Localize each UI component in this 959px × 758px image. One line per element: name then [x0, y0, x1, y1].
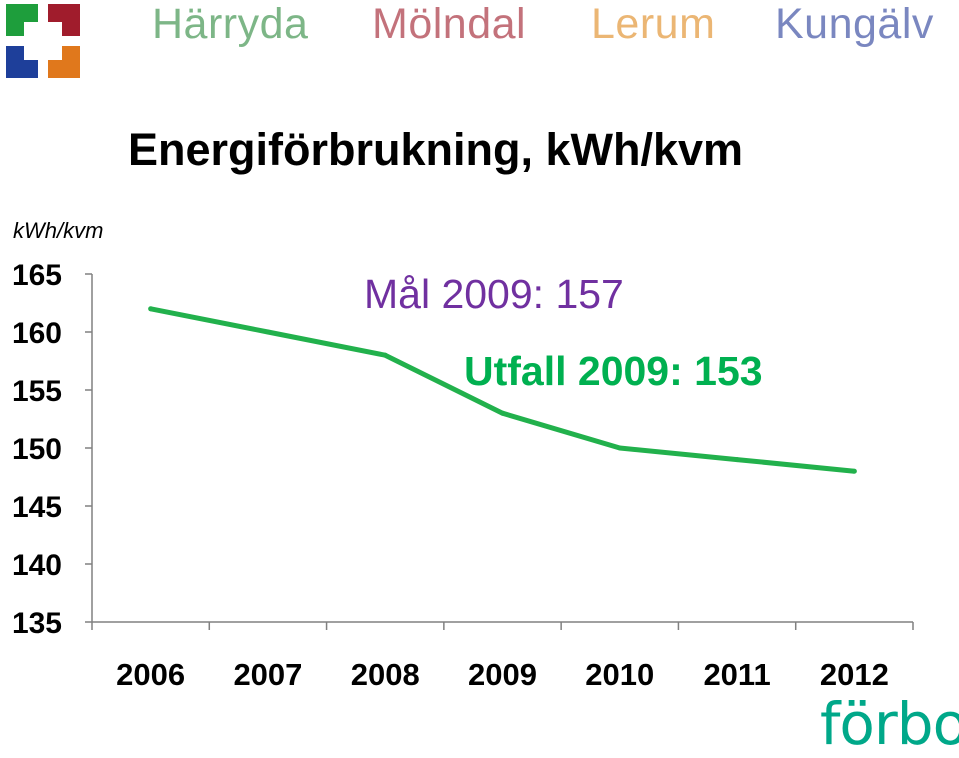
forbo-logo: förbo	[820, 690, 959, 758]
data-point	[148, 306, 154, 312]
x-tick-label: 2006	[116, 657, 185, 692]
data-point	[382, 352, 388, 358]
x-tick-label: 2010	[585, 657, 654, 692]
annotation-target: Mål 2009: 157	[364, 271, 624, 317]
x-tick-label: 2007	[233, 657, 302, 692]
y-tick-label: 135	[12, 607, 62, 640]
y-tick-label: 150	[12, 433, 62, 466]
data-point	[851, 468, 857, 474]
data-point	[500, 410, 505, 416]
data-point	[617, 445, 623, 451]
y-tick-label: 160	[12, 317, 62, 350]
x-tick-label: 2011	[703, 657, 770, 692]
municipality-kungalv: Kungälv	[775, 0, 934, 48]
municipality-harryda: Härryda	[152, 0, 309, 48]
municipality-lerum: Lerum	[591, 0, 716, 48]
logo-icon	[6, 4, 80, 78]
annotation-actual: Utfall 2009: 153	[464, 348, 763, 394]
y-axis-label: kWh/kvm	[13, 218, 104, 243]
municipality-molndal: Mölndal	[372, 0, 527, 48]
x-tick-label: 2008	[351, 657, 420, 692]
data-point	[265, 329, 271, 335]
chart-title: Energiförbrukning, kWh/kvm	[128, 124, 744, 175]
y-tick-label: 165	[12, 259, 62, 292]
x-tick-label: 2009	[468, 657, 537, 692]
y-tick-label: 140	[12, 549, 62, 582]
y-tick-label: 145	[12, 491, 62, 524]
y-tick-label: 155	[12, 375, 62, 408]
x-tick-label: 2012	[820, 657, 889, 692]
data-point	[734, 457, 740, 463]
